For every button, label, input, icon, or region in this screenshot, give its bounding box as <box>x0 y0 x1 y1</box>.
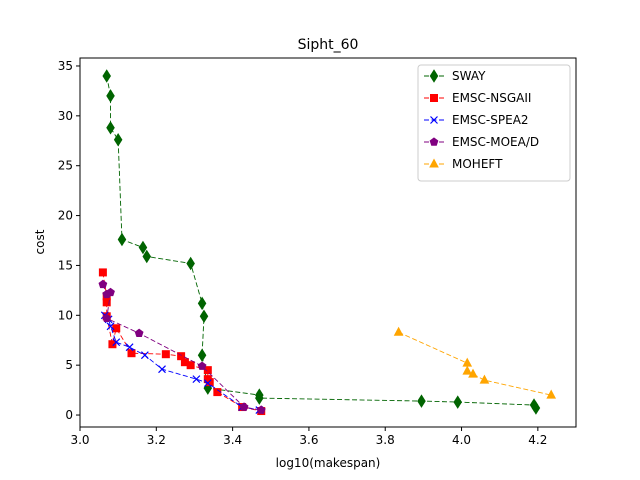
chart-title: Sipht_60 <box>298 37 359 53</box>
legend-entry-emsc-spea2: EMSC-SPEA2 <box>424 113 529 127</box>
legend-entry-emsc-moea-d: EMSC-MOEA/D <box>424 135 539 149</box>
legend: SWAY EMSC-NSGAII EMSC-SPEA2 EMSC-MOEA/D MOHE… <box>417 64 571 182</box>
legend-entry-sway: SWAY <box>424 69 486 83</box>
legend-marker <box>430 116 438 124</box>
series-emsc-moea-d <box>98 279 266 414</box>
data-point-emsc-spea2 <box>106 322 115 331</box>
legend-marker <box>429 158 439 168</box>
data-point-sway <box>142 249 152 264</box>
data-point-emsc-moea-d <box>239 402 249 411</box>
data-point-sway <box>113 133 123 147</box>
plot-content <box>98 69 557 416</box>
x-tick-label: 4.2 <box>528 433 547 447</box>
data-point-emsc-spea2 <box>140 351 149 360</box>
legend-label: EMSC-SPEA2 <box>452 113 529 127</box>
legend-box <box>417 64 571 182</box>
data-point-sway <box>102 69 111 83</box>
data-point-emsc-moea-d <box>197 361 207 370</box>
data-point-emsc-spea2 <box>192 375 201 384</box>
y-axis-label: cost <box>33 229 47 254</box>
series-sway <box>102 69 541 415</box>
data-point-sway <box>186 256 195 271</box>
data-point-moheft <box>468 368 478 378</box>
data-point-emsc-nsgaii <box>161 350 170 359</box>
data-point-emsc-nsgaii <box>108 340 117 349</box>
data-point-moheft <box>462 365 473 375</box>
legend-marker <box>429 69 439 83</box>
data-point-emsc-spea2 <box>158 365 166 374</box>
y-tick-label: 25 <box>58 159 73 173</box>
data-point-emsc-moea-d <box>98 279 108 289</box>
y-tick-label: 35 <box>58 59 73 73</box>
legend-entry-emsc-nsgaii: EMSC-NSGAII <box>424 91 531 105</box>
legend-label: SWAY <box>452 69 486 83</box>
data-point-emsc-moea-d <box>256 405 266 414</box>
data-point-sway <box>255 391 264 405</box>
y-tick-label: 30 <box>58 109 73 123</box>
data-point-sway <box>197 348 207 362</box>
x-tick-label: 3.6 <box>299 433 318 447</box>
x-tick-label: 3.2 <box>147 433 166 447</box>
y-tick-label: 10 <box>58 308 73 322</box>
data-point-moheft <box>479 374 490 384</box>
data-point-emsc-nsgaii <box>102 298 111 307</box>
data-point-sway <box>138 240 148 255</box>
data-point-emsc-nsgaii <box>98 268 107 277</box>
y-tick-label: 20 <box>58 209 73 223</box>
data-point-emsc-nsgaii <box>203 366 212 375</box>
data-point-emsc-spea2 <box>203 379 212 388</box>
data-point-emsc-nsgaii <box>112 324 121 333</box>
data-point-emsc-moea-d <box>106 287 115 297</box>
legend-entry-moheft: MOHEFT <box>424 157 503 171</box>
y-tick-label: 5 <box>65 358 73 372</box>
x-axis: 3.0 3.2 3.4 3.6 3.8 4.0 4.2 <box>70 427 547 447</box>
x-tick-label: 3.8 <box>376 433 395 447</box>
legend-label: EMSC-NSGAII <box>452 91 531 105</box>
data-point-sway <box>106 121 115 135</box>
data-point-emsc-moea-d <box>134 328 144 337</box>
data-point-sway <box>199 309 209 324</box>
series-moheft <box>393 326 557 399</box>
data-point-emsc-nsgaii <box>127 349 136 358</box>
legend-marker <box>430 94 438 102</box>
y-axis: 0 5 10 15 20 25 30 35 <box>58 59 80 422</box>
data-point-sway <box>417 394 426 408</box>
plot-frame <box>79 57 577 428</box>
y-tick-label: 0 <box>65 408 73 422</box>
x-tick-label: 4.0 <box>452 433 471 447</box>
legend-label: MOHEFT <box>452 157 503 171</box>
legend-marker <box>429 137 439 146</box>
data-point-emsc-spea2 <box>112 338 121 347</box>
data-point-sway <box>117 232 127 247</box>
data-point-emsc-nsgaii <box>186 361 195 370</box>
data-point-emsc-moea-d <box>102 313 112 323</box>
data-point-moheft <box>546 389 557 399</box>
x-tick-label: 3.4 <box>223 433 242 447</box>
data-point-emsc-spea2 <box>125 343 134 352</box>
x-axis-label: log10(makespan) <box>276 456 381 470</box>
x-tick-label: 3.0 <box>70 433 89 447</box>
data-point-sway <box>197 296 207 311</box>
y-tick-label: 15 <box>58 258 73 272</box>
data-point-moheft <box>393 326 404 336</box>
data-point-sway <box>106 89 115 103</box>
data-point-sway <box>531 401 541 415</box>
data-point-sway <box>453 395 462 409</box>
legend-label: EMSC-MOEA/D <box>452 135 539 149</box>
